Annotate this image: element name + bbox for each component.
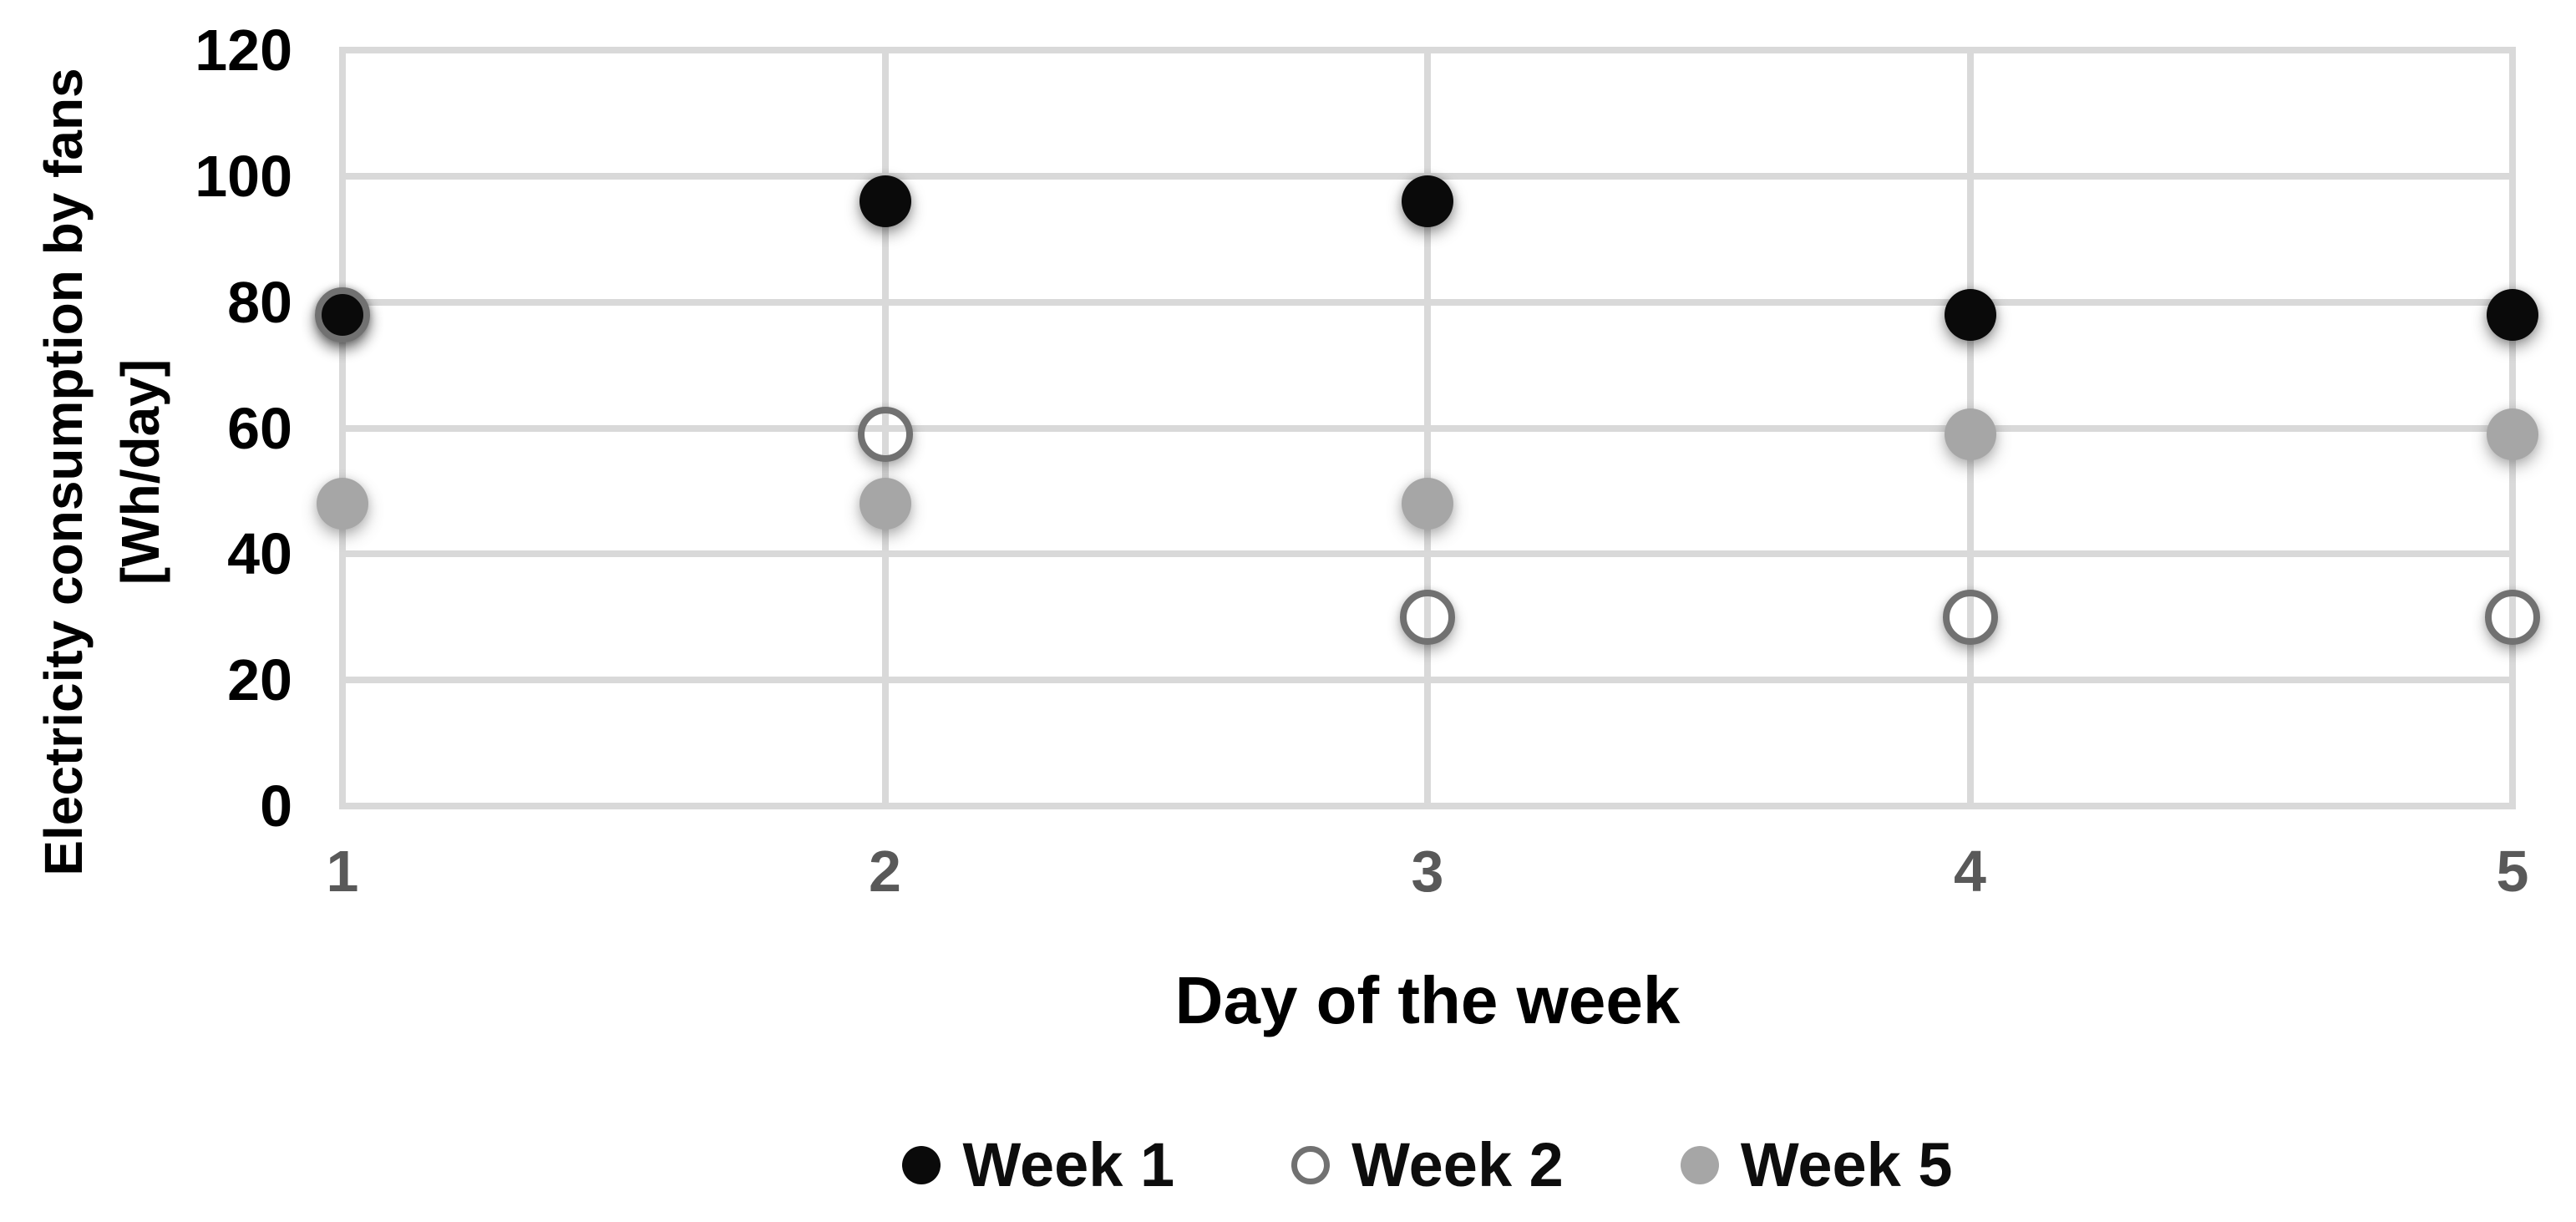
legend-label: Week 1 <box>962 1130 1175 1199</box>
data-point-week5-day2 <box>859 478 911 530</box>
x-tick-label: 1 <box>326 839 359 904</box>
v-gridline <box>339 47 346 809</box>
data-point-week5-day3 <box>1402 478 1453 530</box>
data-point-week2-day3 <box>1400 589 1455 645</box>
y-tick-label: 60 <box>227 395 292 461</box>
legend-label: Week 2 <box>1351 1130 1564 1199</box>
data-point-week1-day4 <box>1944 288 1996 341</box>
data-point-week1-day2 <box>859 175 911 227</box>
data-point-week2-day1 <box>315 286 370 342</box>
x-axis-title: Day of the week <box>1174 963 1681 1037</box>
y-tick-label: 100 <box>195 143 292 209</box>
legend-marker-filled-circle <box>902 1146 941 1184</box>
legend-item-week-5: Week 5 <box>1680 1130 1953 1199</box>
legend-label: Week 5 <box>1740 1130 1953 1199</box>
x-tick-label: 5 <box>2496 839 2529 904</box>
data-point-week2-day4 <box>1942 589 1998 645</box>
y-tick-label: 0 <box>260 773 292 839</box>
legend: Week 1 Week 2 Week 5 <box>342 1111 2513 1219</box>
x-tick-label: 3 <box>1411 839 1444 904</box>
y-tick-label: 40 <box>227 521 292 587</box>
legend-marker-filled-circle <box>1680 1146 1719 1184</box>
legend-marker-open-circle <box>1291 1146 1331 1184</box>
y-tick-label: 120 <box>195 18 292 83</box>
x-tick-label: 4 <box>1954 839 1986 904</box>
y-tick-label: 80 <box>227 269 292 335</box>
data-point-week1-day3 <box>1402 175 1453 227</box>
data-point-week5-day1 <box>317 478 368 530</box>
y-tick-label: 20 <box>227 647 292 713</box>
data-point-week5-day4 <box>1944 408 1996 461</box>
data-point-week2-day2 <box>857 407 913 463</box>
v-gridline <box>1424 47 1431 809</box>
x-tick-label: 2 <box>869 839 901 904</box>
data-point-week5-day5 <box>2487 408 2538 461</box>
data-point-week1-day5 <box>2487 288 2538 341</box>
data-point-week2-day5 <box>2485 589 2540 645</box>
legend-item-week-2: Week 2 <box>1291 1134 1564 1196</box>
legend-item-week-1: Week 1 <box>902 1134 1174 1196</box>
